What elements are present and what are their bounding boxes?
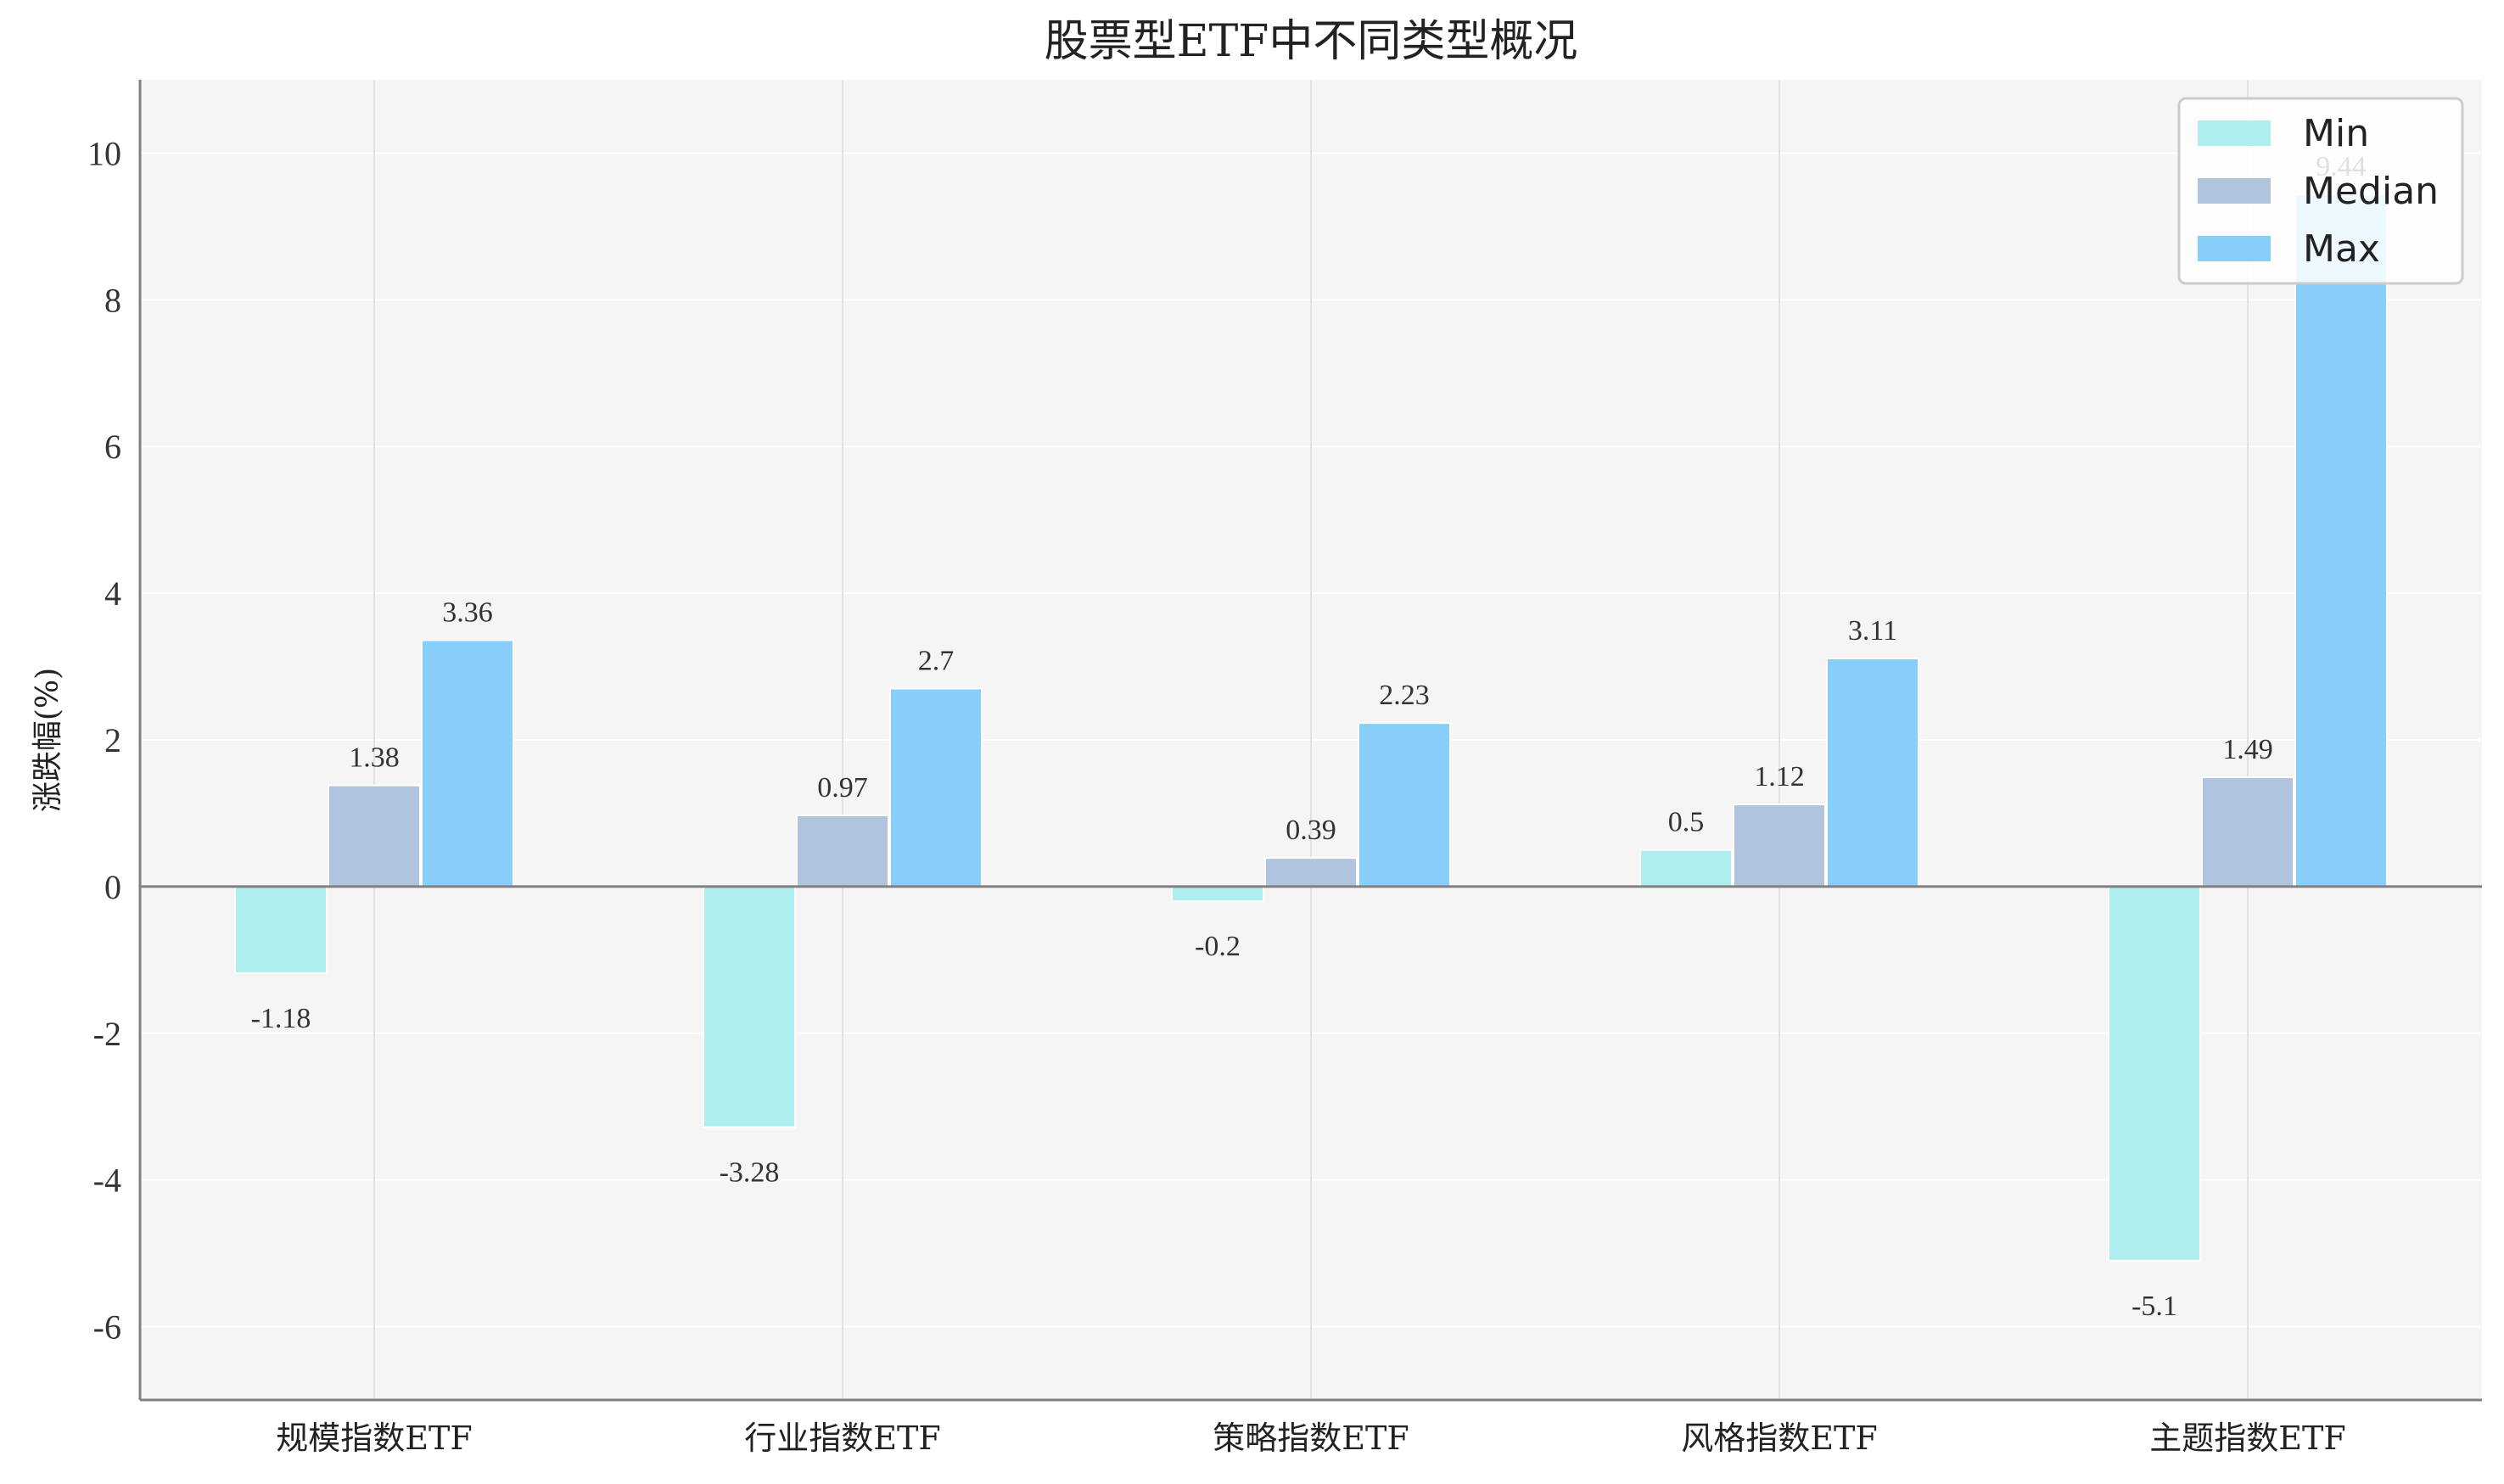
x-tick-label: 策略指数ETF xyxy=(1213,1420,1409,1457)
legend-swatch-min xyxy=(2198,120,2271,146)
bar-median xyxy=(2201,776,2294,888)
bar-min xyxy=(703,885,796,1128)
data-label: 0.5 xyxy=(1668,807,1705,838)
bar-min xyxy=(2108,885,2201,1262)
data-label: 1.49 xyxy=(2222,734,2273,765)
x-tick-label: 主题指数ETF xyxy=(2149,1420,2345,1457)
chart-title: 股票型ETF中不同类型概况 xyxy=(1045,16,1578,67)
y-tick-label: 8 xyxy=(104,281,121,319)
y-tick-label: -4 xyxy=(93,1162,121,1200)
bar-max xyxy=(1826,658,1919,888)
y-tick-label: 6 xyxy=(104,428,121,466)
data-label: -5.1 xyxy=(2131,1291,2177,1322)
y-tick-label: -6 xyxy=(93,1308,121,1347)
axes: -6 -4 -2 0 2 4 6 8 10 规模指数ETF 行业指数ETF 策略指数ETF 风格指数ET… xyxy=(87,80,2482,1457)
bar-min xyxy=(234,885,328,974)
bar-max xyxy=(889,687,983,888)
data-label: 1.12 xyxy=(1754,761,1805,792)
grid xyxy=(140,80,2482,1400)
y-tick-label: 2 xyxy=(104,721,121,759)
x-tick-label: 规模指数ETF xyxy=(276,1420,472,1457)
bar-max xyxy=(421,639,514,888)
bar-median xyxy=(796,815,889,888)
data-label: 0.97 xyxy=(817,772,868,804)
legend-swatch-max xyxy=(2198,236,2271,261)
data-label: 2.23 xyxy=(1379,680,1430,711)
bars xyxy=(234,193,2388,1262)
legend-label-median: Median xyxy=(2303,170,2439,213)
data-label: 3.11 xyxy=(1848,615,1897,647)
x-tick-label: 行业指数ETF xyxy=(744,1420,940,1457)
data-label: 1.38 xyxy=(349,742,400,774)
y-tick-label: 10 xyxy=(87,134,121,172)
bar-min xyxy=(1639,848,1733,888)
data-label: 2.7 xyxy=(918,645,955,676)
y-axis-label: 涨跌幅(%) xyxy=(31,668,65,812)
data-label: -0.2 xyxy=(1195,931,1241,962)
y-tick-label: -2 xyxy=(93,1015,121,1053)
bar-max xyxy=(2294,193,2388,888)
data-label: 0.39 xyxy=(1286,815,1336,846)
bar-median xyxy=(328,784,421,888)
data-label: -3.28 xyxy=(720,1156,780,1188)
legend-label-min: Min xyxy=(2303,112,2369,155)
x-tick-label: 风格指数ETF xyxy=(1681,1420,1877,1457)
y-tick-label: 4 xyxy=(104,574,121,613)
bar-median xyxy=(1733,804,1826,888)
legend-label-max: Max xyxy=(2303,227,2380,271)
bar-median xyxy=(1264,857,1358,888)
bar-min xyxy=(1171,885,1264,903)
bar-max xyxy=(1358,722,1451,888)
y-tick-label: 0 xyxy=(104,868,121,906)
data-label: -1.18 xyxy=(251,1003,311,1034)
legend: Min Median Max xyxy=(2177,97,2464,285)
data-label: 3.36 xyxy=(442,596,493,628)
legend-swatch-median xyxy=(2198,178,2271,204)
